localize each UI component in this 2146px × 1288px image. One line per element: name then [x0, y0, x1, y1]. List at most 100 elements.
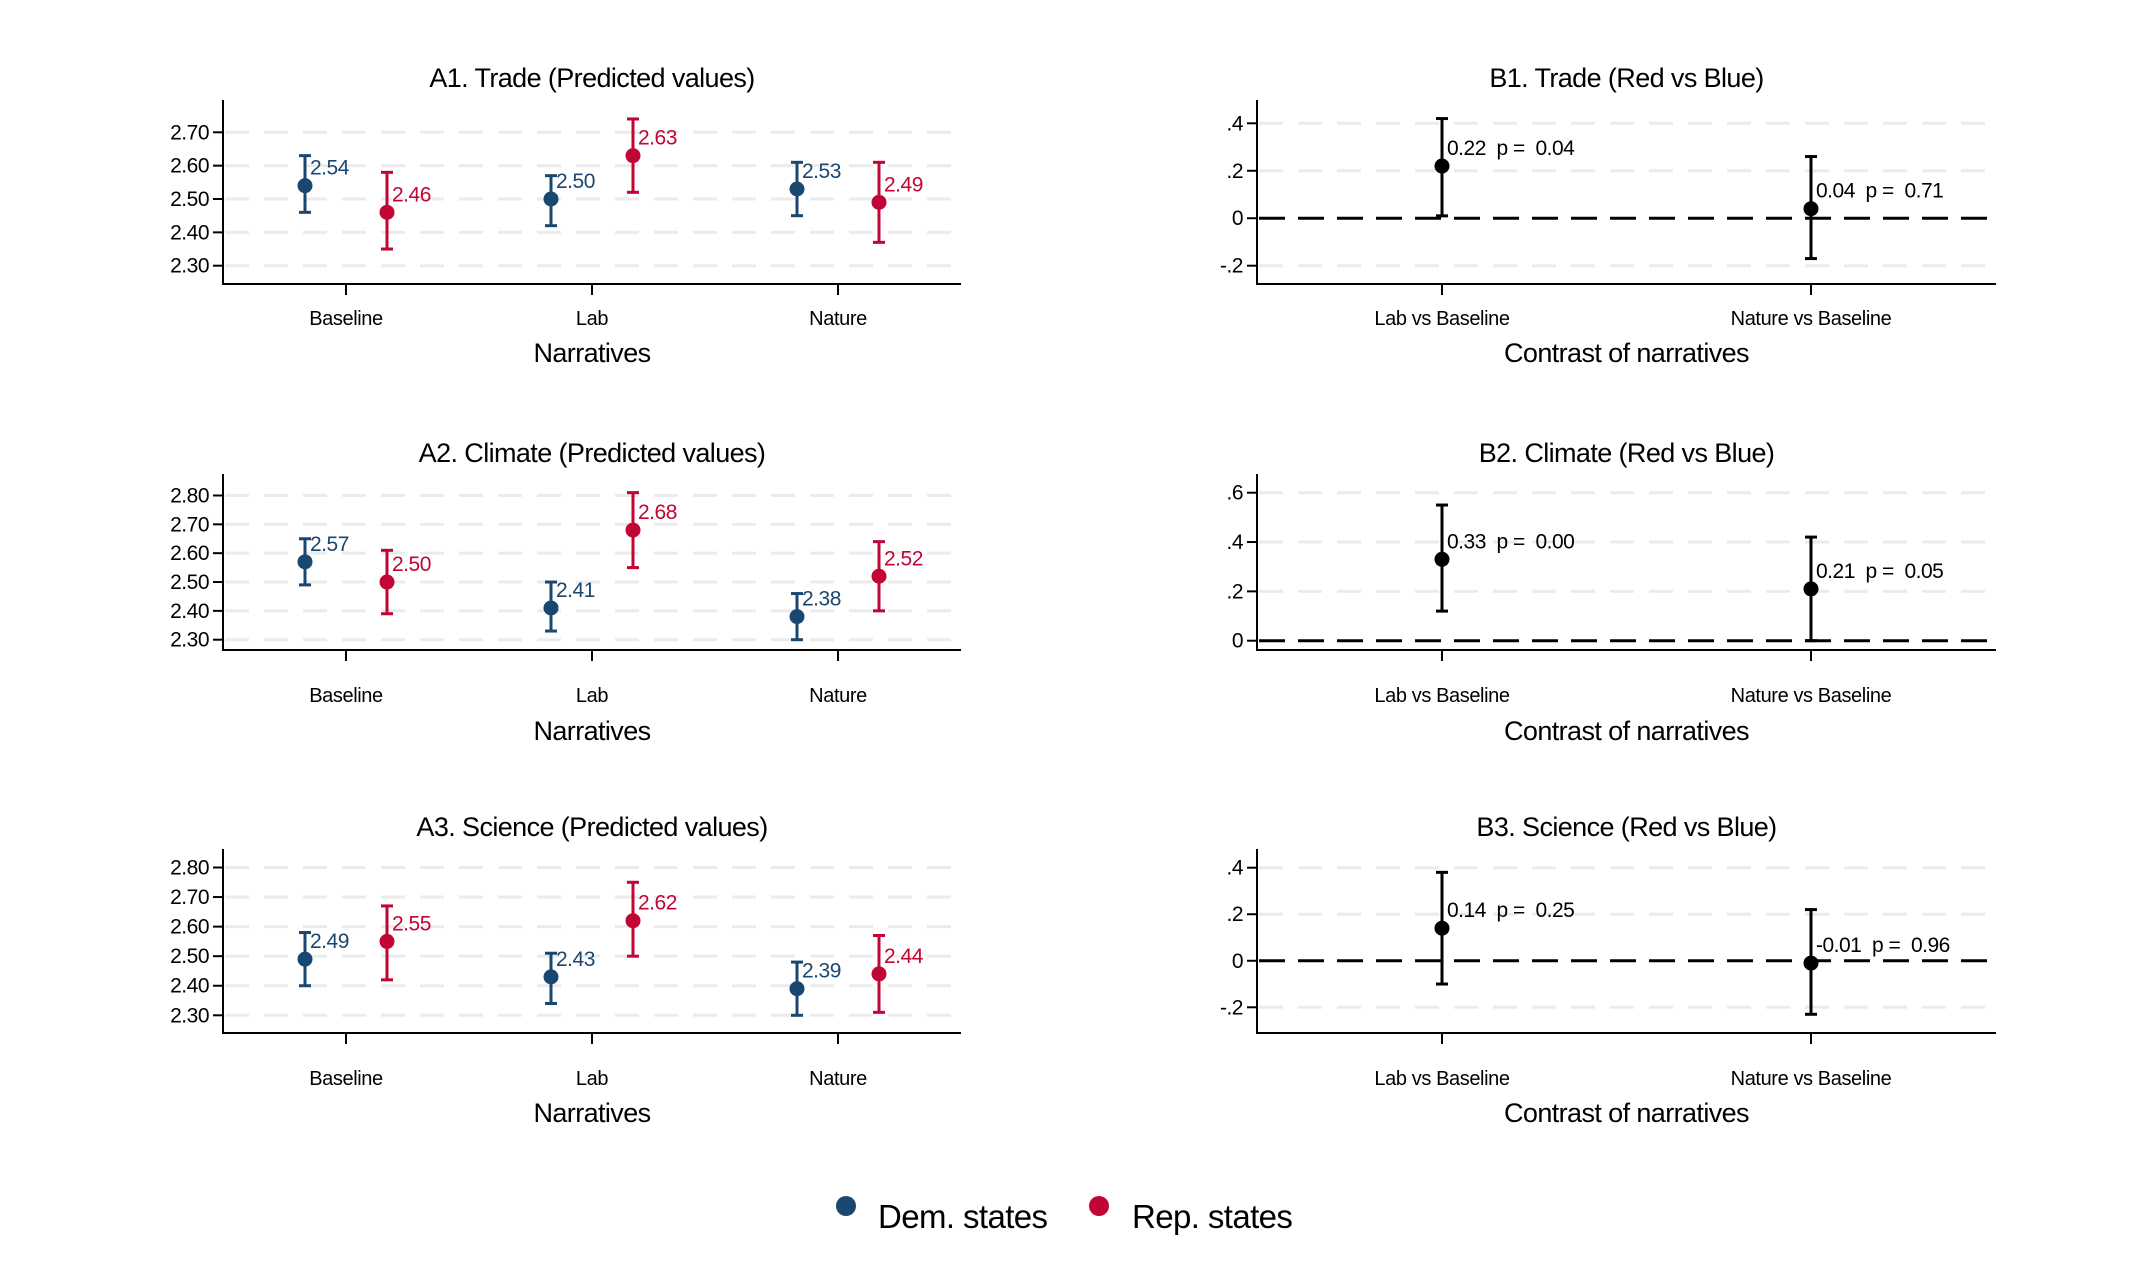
data-label: 2.62: [638, 892, 677, 915]
data-point-group: 0.04 p = 0.71: [1803, 155, 1944, 261]
legend: Dem. states Rep. states: [836, 1196, 1293, 1235]
y-tick-label: 2.50: [170, 571, 209, 594]
y-tick-label: 2.60: [170, 916, 209, 939]
data-point: [379, 574, 395, 590]
panel-a2: 2.80 2.70 2.60 2.50 2.40 2.30 Baseline Lab Natur…: [170, 438, 961, 746]
y-tick-label: 2.40: [170, 975, 209, 998]
panel-title: A1. Trade (Predicted values): [429, 63, 754, 93]
x-tick-label: Nature: [809, 308, 867, 330]
data-label: 2.54: [310, 157, 350, 180]
legend-marker-rep: [1089, 1196, 1109, 1216]
data-point: [1434, 920, 1450, 936]
data-point-group: 2.43: [543, 948, 595, 1005]
data-label: 2.41: [556, 579, 595, 602]
y-tick-label: 2.30: [170, 629, 209, 652]
data-point-group: 2.49: [871, 160, 923, 244]
x-tick-label: Baseline: [309, 1068, 383, 1090]
data-point: [379, 933, 395, 949]
x-axis-title: Contrast of narratives: [1504, 338, 1749, 368]
data-point: [1803, 581, 1819, 597]
data-point: [625, 148, 641, 164]
y-tick-label: 2.60: [170, 155, 209, 178]
legend-label-rep: Rep. states: [1132, 1198, 1292, 1235]
y-tick-label: .4: [1226, 531, 1243, 554]
data-label: 2.43: [556, 948, 595, 971]
data-point-group: 2.57: [297, 533, 349, 587]
data-point-group: 2.50: [543, 170, 595, 228]
x-tick-label: Baseline: [309, 685, 383, 707]
data-point-group: 2.63: [625, 117, 677, 194]
data-point-group: 2.62: [625, 880, 677, 958]
y-tick-label: -.2: [1220, 255, 1243, 278]
data-label: 2.50: [556, 170, 595, 193]
data-label: 0.33 p = 0.00: [1447, 530, 1574, 553]
data-label: 2.39: [802, 960, 841, 983]
data-label: 2.53: [802, 160, 841, 183]
x-tick-label: Nature vs Baseline: [1731, 1068, 1892, 1090]
data-point: [1434, 158, 1450, 174]
data-point: [543, 191, 559, 207]
panel-b1: .4 .2 0 -.2 Lab vs Baseline Nature vs Baselin…: [1220, 63, 1996, 368]
x-tick-label: Baseline: [309, 308, 383, 330]
data-point: [1803, 955, 1819, 971]
x-axis-title: Contrast of narratives: [1504, 716, 1749, 746]
data-point: [871, 966, 887, 982]
y-tick-label: .6: [1226, 482, 1243, 505]
y-tick-label: 2.30: [170, 1004, 209, 1027]
y-tick-label: .4: [1226, 857, 1243, 880]
data-point-group: 2.54: [297, 154, 350, 214]
data-label: 2.63: [638, 127, 677, 150]
legend-marker-dem: [836, 1196, 856, 1216]
panel-title: B1. Trade (Red vs Blue): [1489, 63, 1763, 93]
panel-b3: .4 .2 0 -.2 Lab vs Baseline Nature vs Baselin…: [1220, 812, 1996, 1128]
data-point: [297, 178, 313, 194]
x-tick-label: Lab: [576, 308, 608, 330]
y-tick-label: 2.70: [170, 121, 209, 144]
y-tick-label: 0: [1232, 207, 1243, 230]
data-label: 2.49: [310, 930, 349, 953]
panel-b2: .6 .4 .2 0 Lab vs Baseline Nature vs Baseline…: [1226, 438, 1996, 746]
data-label: 2.50: [392, 553, 431, 576]
y-tick-label: -.2: [1220, 996, 1243, 1019]
data-point-group: 2.49: [297, 930, 349, 988]
data-point-group: 2.39: [789, 960, 841, 1017]
data-label: 2.49: [884, 173, 923, 196]
y-tick-label: .4: [1226, 112, 1243, 135]
y-tick-label: 2.40: [170, 221, 209, 244]
y-tick-label: 0: [1232, 630, 1243, 653]
data-point-group: 2.46: [379, 170, 431, 251]
data-point-group: 2.44: [871, 933, 924, 1014]
data-label: 0.04 p = 0.71: [1816, 180, 1943, 203]
data-label: 2.52: [884, 547, 923, 570]
data-label: 2.44: [884, 945, 924, 968]
x-axis-title: Contrast of narratives: [1504, 1098, 1749, 1128]
y-tick-label: .2: [1226, 903, 1243, 926]
data-point: [789, 609, 805, 625]
x-tick-label: Nature: [809, 1068, 867, 1090]
data-label: 0.22 p = 0.04: [1447, 137, 1575, 160]
y-tick-label: 2.60: [170, 542, 209, 565]
data-label: 2.46: [392, 183, 431, 206]
x-tick-label: Lab vs Baseline: [1374, 308, 1509, 330]
data-label: 2.55: [392, 912, 431, 935]
data-point: [543, 600, 559, 616]
x-tick-label: Lab vs Baseline: [1374, 1068, 1509, 1090]
y-tick-label: 2.40: [170, 600, 209, 623]
y-tick-label: 2.30: [170, 255, 209, 278]
data-point-group: 2.38: [789, 588, 841, 642]
data-point: [297, 554, 313, 570]
y-tick-label: 2.80: [170, 485, 209, 508]
x-tick-label: Lab: [576, 685, 608, 707]
x-tick-label: Nature vs Baseline: [1731, 308, 1892, 330]
x-axis-title: Narratives: [533, 716, 650, 746]
x-tick-label: Nature: [809, 685, 867, 707]
data-point: [625, 522, 641, 538]
panel-title: A2. Climate (Predicted values): [419, 438, 766, 468]
data-point: [297, 951, 313, 967]
data-label: 0.21 p = 0.05: [1816, 560, 1943, 583]
data-point: [1803, 201, 1819, 217]
y-tick-label: 2.70: [170, 886, 209, 909]
data-point-group: 2.53: [789, 160, 841, 218]
